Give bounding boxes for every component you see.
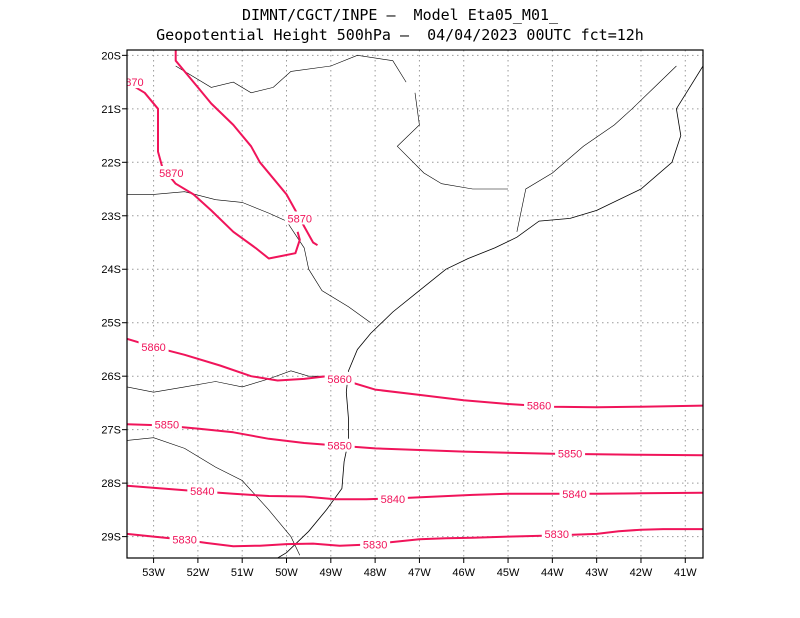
y-tick-label: 29S — [101, 532, 121, 544]
contour-line-5850 — [127, 423, 703, 457]
contour-label-bg — [555, 446, 586, 460]
y-tick-label: 24S — [101, 264, 121, 276]
y-tick-label: 21S — [101, 104, 121, 116]
state-border — [175, 54, 407, 94]
contour-label: 5840 — [190, 486, 214, 498]
coastline — [277, 65, 703, 558]
contour-label: 5850 — [155, 419, 179, 431]
contour-label: 5830 — [172, 534, 196, 546]
y-tick-label: 23S — [101, 211, 121, 223]
height-contours: 5870 5870 5870 5860 5860 5860 5850 5850 5850 5840… — [119, 50, 703, 552]
state-border — [127, 437, 301, 556]
contour-label-bg — [284, 211, 315, 225]
geo-lines — [127, 54, 703, 558]
contour-label-bg — [559, 486, 590, 500]
chart-title-line-2: Geopotential Height 500hPa – 04/04/2023 … — [156, 26, 644, 44]
contour-label-bg — [138, 339, 169, 353]
x-tick-label: 45W — [497, 567, 520, 579]
chart-title-line-1: DIMNT/CGCT/INPE – Model Eta05_M01_ — [241, 6, 559, 24]
x-tick-label: 48W — [364, 567, 387, 579]
contour-label-bg — [151, 417, 182, 431]
contour-label: 5860 — [327, 374, 351, 386]
contour-label-bg — [360, 537, 391, 551]
contour-label-bg — [169, 532, 200, 546]
contour-label: 5840 — [381, 494, 405, 506]
contour-label: 5860 — [141, 342, 165, 354]
state-border — [396, 92, 508, 190]
contour-line-5870 — [127, 81, 301, 260]
y-tick-label: 25S — [101, 318, 121, 330]
x-tick-label: 53W — [142, 567, 165, 579]
x-tick-label: 52W — [187, 567, 210, 579]
contour-label-bg — [324, 438, 355, 452]
contour-label-bg — [324, 371, 355, 385]
contour-label: 5850 — [327, 441, 351, 453]
contour-label-bg — [187, 484, 218, 498]
state-border — [127, 370, 340, 393]
x-tick-label: 44W — [541, 567, 564, 579]
axis-ticks: 53W 52W 51W 50W 49W 48W 47W 46W 45W 44W 43W 42W 41W 2… — [101, 50, 697, 579]
contour-label: 5870 — [288, 213, 312, 225]
y-tick-label: 27S — [101, 425, 121, 437]
contour-label-bg — [127, 75, 147, 89]
state-border — [127, 191, 371, 323]
x-tick-label: 50W — [275, 567, 298, 579]
contour-label: 5870 — [119, 77, 143, 89]
x-tick-label: 51W — [231, 567, 254, 579]
y-tick-label: 20S — [101, 50, 121, 62]
contour-label: 5870 — [159, 168, 183, 180]
x-tick-label: 43W — [585, 567, 608, 579]
contour-label-bg — [524, 398, 555, 412]
y-tick-label: 28S — [101, 478, 121, 490]
contour-label-bg — [156, 165, 187, 179]
y-tick-label: 22S — [101, 157, 121, 169]
contour-label: 5840 — [562, 489, 586, 501]
map-grid — [127, 50, 703, 558]
contour-label: 5860 — [527, 401, 551, 413]
y-tick-label: 26S — [101, 371, 121, 383]
x-tick-label: 47W — [408, 567, 431, 579]
x-tick-label: 49W — [320, 567, 343, 579]
contour-line-5830 — [127, 528, 703, 548]
contour-label: 5830 — [545, 529, 569, 541]
contour-line-5860 — [127, 337, 703, 409]
contour-label-bg — [541, 526, 572, 540]
x-tick-label: 46W — [452, 567, 475, 579]
plot-frame — [126, 49, 704, 559]
contour-label: 5850 — [558, 449, 582, 461]
x-tick-label: 41W — [674, 567, 697, 579]
contour-label: 5830 — [363, 540, 387, 552]
contour-label-bg — [377, 492, 408, 506]
state-border — [516, 65, 677, 232]
x-tick-label: 42W — [630, 567, 653, 579]
